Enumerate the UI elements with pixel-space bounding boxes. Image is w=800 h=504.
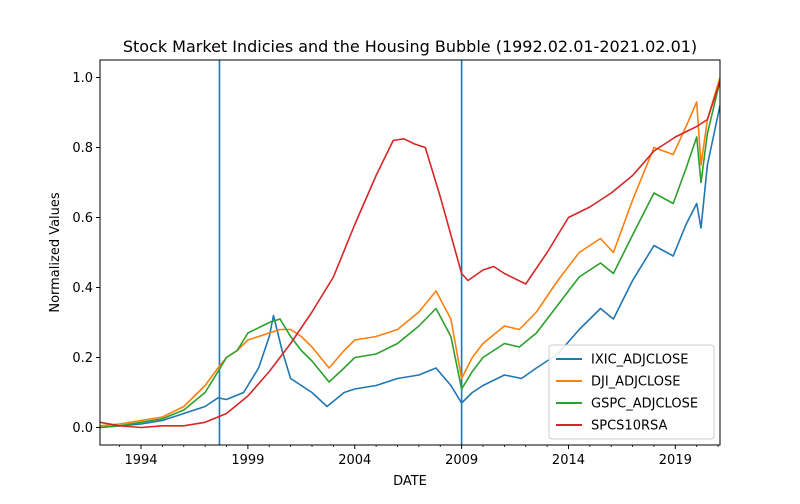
x-tick-label: 2009 — [445, 453, 478, 468]
y-axis-label: Normalized Values — [48, 192, 63, 313]
series-line-gspc-adjclose — [100, 80, 720, 429]
plot-area — [100, 60, 720, 445]
y-axis: 0.0 0.2 0.4 0.6 0.8 1.0 — [72, 71, 100, 436]
x-tick-label: 2019 — [659, 453, 692, 468]
x-axis: 1994 1999 2004 2009 2014 2019 — [119, 445, 719, 468]
y-tick-label: 0.4 — [72, 281, 93, 296]
series-line-ixic-adjclose — [100, 105, 720, 429]
y-tick-label: 0.0 — [72, 421, 93, 436]
y-tick-label: 0.6 — [72, 211, 93, 226]
y-tick-label: 1.0 — [72, 71, 93, 86]
legend-box — [548, 344, 715, 440]
chart-title: Stock Market Indicies and the Housing Bu… — [123, 37, 697, 56]
y-tick-label: 0.2 — [72, 351, 93, 366]
legend-label-gspc-adjclose: GSPC_ADJCLOSE — [591, 397, 698, 412]
legend-label-dji-adjclose: DJI_ADJCLOSE — [591, 375, 680, 390]
plot-frame — [99, 59, 721, 446]
x-axis-label: DATE — [393, 474, 427, 489]
x-tick-label: 2004 — [338, 453, 371, 468]
legend-label-spcs10rsa: SPCS10RSA — [591, 419, 667, 434]
legend: IXIC_ADJCLOSE DJI_ADJCLOSE GSPC_ADJCLOSE SP… — [548, 344, 715, 440]
y-tick-label: 0.8 — [72, 141, 93, 156]
x-tick-label: 1994 — [124, 453, 157, 468]
series-line-spcs10rsa — [100, 80, 720, 429]
x-tick-label: 1999 — [231, 453, 264, 468]
x-tick-label: 2014 — [552, 453, 585, 468]
legend-label-ixic-adjclose: IXIC_ADJCLOSE — [591, 353, 688, 368]
